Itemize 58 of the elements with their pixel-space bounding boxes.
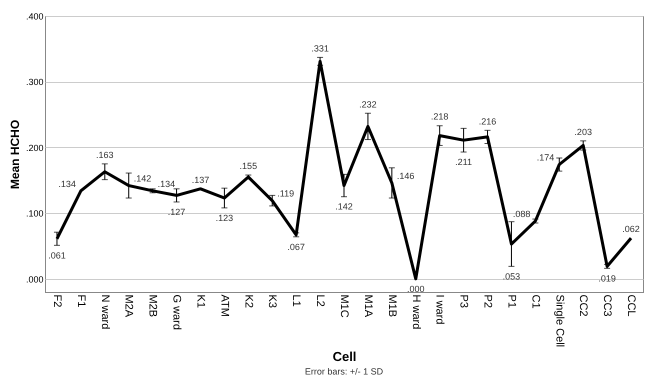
data-label: .142 <box>134 174 152 184</box>
data-label: .331 <box>311 43 329 54</box>
x-tick-label: M1A <box>362 294 374 318</box>
x-tick-label: P3 <box>458 294 470 308</box>
data-label: .123 <box>216 212 234 223</box>
data-label: .088 <box>512 209 530 220</box>
data-label: .163 <box>96 150 114 160</box>
y-tick-label: .000 <box>26 274 44 284</box>
data-label: .203 <box>574 126 592 137</box>
y-tick-label: .400 <box>26 12 44 22</box>
x-tick-label: C1 <box>529 294 542 309</box>
x-tick-label: ATM <box>218 294 230 317</box>
x-tick-label: K2 <box>242 294 254 308</box>
x-tick-label: L1 <box>290 294 302 307</box>
x-tick-label: Single Cell <box>553 294 566 348</box>
x-tick-label: M1B <box>386 294 398 318</box>
x-tick-label: I ward <box>434 294 446 324</box>
data-label: .232 <box>359 99 377 110</box>
x-tick-label: CCL <box>625 294 638 317</box>
x-tick-label: F1 <box>74 294 87 308</box>
data-label: .146 <box>396 170 414 181</box>
data-label: .211 <box>455 157 472 168</box>
x-tick-label: P1 <box>505 294 518 308</box>
data-label: .119 <box>277 188 294 199</box>
x-tick-label: K3 <box>266 294 278 308</box>
data-label: .019 <box>598 273 616 284</box>
data-label: .134 <box>158 178 176 189</box>
data-label: .134 <box>58 178 76 189</box>
x-tick-label: F2 <box>50 294 63 308</box>
data-label: .062 <box>622 224 640 234</box>
data-label: .127 <box>168 206 186 217</box>
x-tick-label: P2 <box>482 294 494 308</box>
data-label: .061 <box>48 250 66 260</box>
y-tick-label: .300 <box>26 77 44 88</box>
x-tick-label: H ward <box>410 294 422 330</box>
x-axis-title: Cell <box>332 349 356 364</box>
data-label: .218 <box>430 112 448 122</box>
data-label: .174 <box>536 152 554 163</box>
x-tick-label: CC2 <box>577 294 590 317</box>
y-axis-title: Mean HCHO <box>8 120 22 190</box>
data-label: .137 <box>192 174 210 185</box>
y-tick-label: .100 <box>26 208 44 219</box>
x-tick-label: K1 <box>194 294 206 308</box>
x-tick-label: N ward <box>98 294 111 330</box>
data-label: .000 <box>406 284 425 294</box>
y-tick-label: .200 <box>26 142 44 153</box>
data-label: .053 <box>502 271 520 282</box>
data-label: .155 <box>240 161 258 172</box>
data-label: .142 <box>335 202 353 212</box>
data-label: .216 <box>478 116 496 126</box>
x-tick-label: M2A <box>122 294 135 318</box>
x-tick-label: L2 <box>314 294 326 307</box>
x-tick-label: M1C <box>338 294 350 318</box>
x-tick-label: M2B <box>146 294 159 318</box>
text: Error bars: +/- 1 SD <box>304 366 384 377</box>
data-label: .067 <box>287 242 305 252</box>
x-tick-label: G ward <box>170 294 183 330</box>
x-tick-label: CC3 <box>601 294 614 317</box>
